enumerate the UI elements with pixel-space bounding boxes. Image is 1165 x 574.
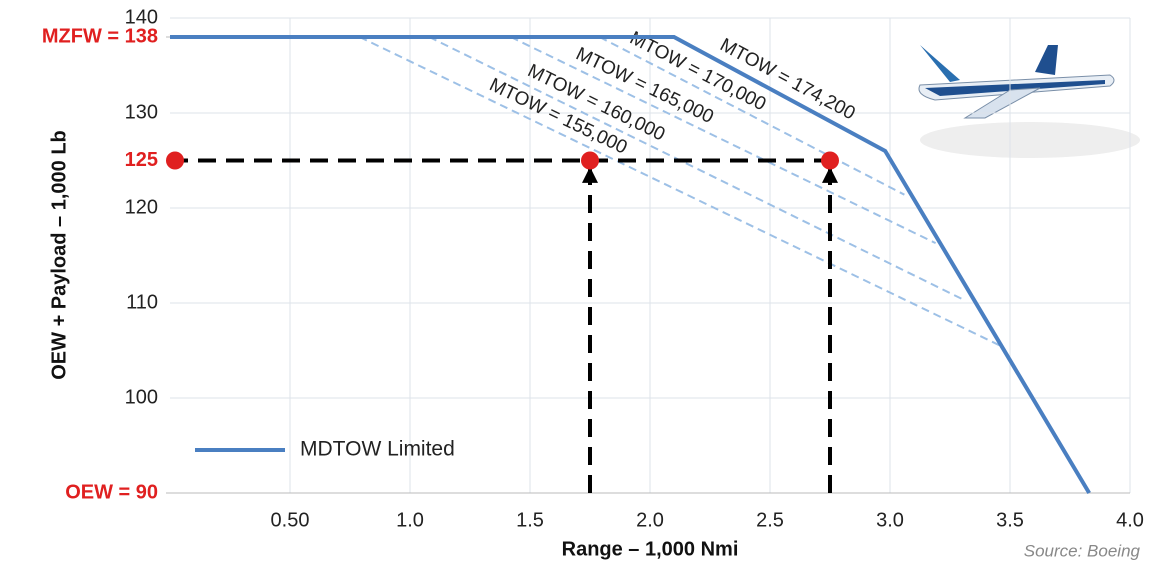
y-tick-label: 140: [125, 6, 158, 28]
airplane-illustration: [918, 45, 1140, 158]
mtow-line: [428, 36, 965, 302]
y-tick-label-highlight: 125: [125, 149, 158, 171]
y-tick-label-highlight: MZFW = 138: [42, 25, 158, 47]
point-marker: [821, 151, 839, 170]
y-tick-label: 130: [125, 101, 158, 123]
legend-label: MDTOW Limited: [300, 438, 455, 461]
x-tick-label: 0.50: [271, 509, 310, 531]
point-marker: [166, 151, 184, 170]
mtow-line: [599, 36, 905, 196]
x-tick-label: 4.0: [1116, 509, 1144, 531]
y-tick-label-highlight: OEW = 90: [65, 481, 158, 503]
x-tick-label: 3.0: [876, 509, 904, 531]
source: Source: Boeing: [1024, 541, 1141, 560]
mtow-line: [510, 36, 937, 245]
x-tick-label: 1.5: [516, 509, 544, 531]
series-line: [170, 35, 1091, 495]
x-tick-label: 2.5: [756, 509, 784, 531]
y-tick-label: 120: [125, 196, 158, 218]
y-tick-label: 100: [125, 386, 158, 408]
y-tick-label: 110: [126, 291, 158, 313]
x-tick-label: 3.5: [996, 509, 1024, 531]
x-tick-label: 2.0: [636, 509, 664, 531]
x-tick-label: 1.0: [396, 509, 424, 531]
point-marker: [581, 151, 599, 170]
y-axis-label: OEW + Payload – 1,000 Lb: [48, 130, 70, 380]
mtow-line: [359, 36, 1001, 347]
x-axis-label: Range – 1,000 Nmi: [562, 538, 739, 560]
